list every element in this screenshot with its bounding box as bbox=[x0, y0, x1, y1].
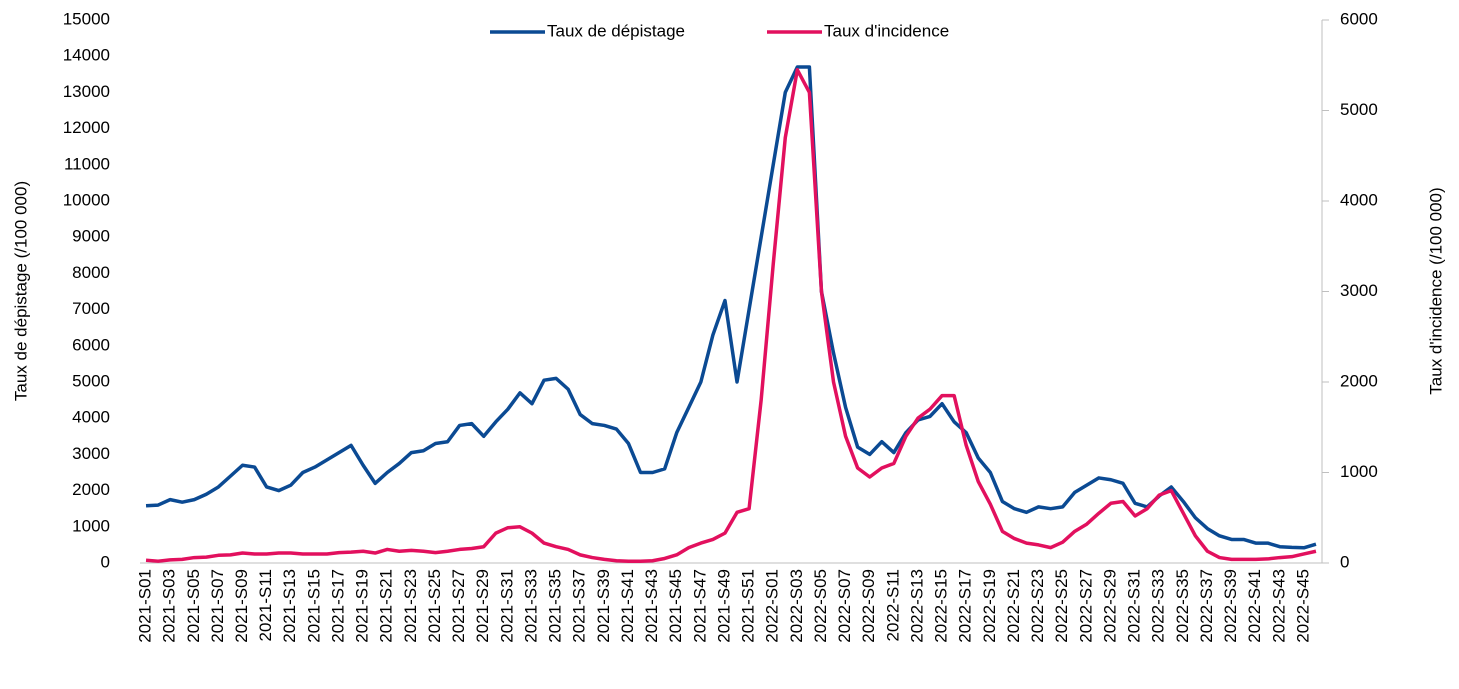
x-tick-label: 2022-S39 bbox=[1221, 569, 1240, 643]
x-tick-label: 2021-S43 bbox=[642, 569, 661, 643]
x-tick-label: 2022-S27 bbox=[1076, 569, 1095, 643]
x-tick-label: 2021-S49 bbox=[714, 569, 733, 643]
x-tick-label: 2022-S17 bbox=[956, 569, 975, 643]
x-tick-label: 2021-S37 bbox=[570, 569, 589, 643]
y-tick-label: 3000 bbox=[72, 444, 110, 463]
x-tick-label: 2021-S07 bbox=[208, 569, 227, 643]
y-tick-label: 15000 bbox=[63, 9, 110, 28]
y2-tick-label: 0 bbox=[1340, 552, 1349, 571]
y-tick-label: 1000 bbox=[72, 516, 110, 535]
x-tick-label: 2021-S51 bbox=[739, 569, 758, 643]
x-tick-label: 2021-S01 bbox=[136, 569, 155, 643]
x-tick-label: 2022-S11 bbox=[883, 569, 902, 641]
x-tick-label: 2021-S47 bbox=[690, 569, 709, 643]
y-tick-label: 8000 bbox=[72, 263, 110, 282]
y2-tick-label: 1000 bbox=[1340, 462, 1378, 481]
x-tick-label: 2021-S13 bbox=[280, 569, 299, 643]
y-tick-label: 2000 bbox=[72, 480, 110, 499]
y-tick-label: 7000 bbox=[72, 299, 110, 318]
x-tick-label: 2021-S15 bbox=[304, 569, 323, 643]
y2-axis-label: Taux d'incidence (/100 000) bbox=[1426, 187, 1445, 394]
x-tick-label: 2021-S03 bbox=[160, 569, 179, 643]
x-tick-label: 2022-S13 bbox=[907, 569, 926, 643]
x-tick-label: 2021-S05 bbox=[184, 569, 203, 643]
x-tick-label: 2021-S35 bbox=[546, 569, 565, 643]
y-axis-label: Taux de dépistage (/100 000) bbox=[11, 181, 30, 401]
x-tick-label: 2022-S01 bbox=[763, 569, 782, 643]
x-tick-label: 2021-S29 bbox=[473, 569, 492, 643]
x-tick-label: 2022-S31 bbox=[1125, 569, 1144, 643]
x-tick-label: 2022-S41 bbox=[1245, 569, 1264, 643]
x-tick-label: 2021-S41 bbox=[618, 569, 637, 643]
y-tick-label: 0 bbox=[101, 552, 110, 571]
x-tick-label: 2021-S31 bbox=[497, 569, 516, 643]
legend-label: Taux de dépistage bbox=[547, 21, 685, 40]
x-tick-label: 2021-S21 bbox=[377, 569, 396, 643]
x-tick-label: 2022-S21 bbox=[1004, 569, 1023, 643]
x-tick-label: 2022-S09 bbox=[859, 569, 878, 643]
y-tick-label: 13000 bbox=[63, 82, 110, 101]
x-tick-label: 2022-S43 bbox=[1269, 569, 1288, 643]
x-tick-label: 2021-S45 bbox=[666, 569, 685, 643]
x-tick-label: 2022-S37 bbox=[1197, 569, 1216, 643]
legend-label: Taux d'incidence bbox=[824, 21, 949, 40]
x-tick-label: 2021-S17 bbox=[328, 569, 347, 643]
x-tick-label: 2022-S07 bbox=[835, 569, 854, 643]
y2-tick-label: 5000 bbox=[1340, 100, 1378, 119]
y-tick-label: 14000 bbox=[63, 46, 110, 65]
y2-tick-label: 6000 bbox=[1340, 9, 1378, 28]
x-tick-label: 2021-S19 bbox=[353, 569, 372, 643]
y2-tick-label: 2000 bbox=[1340, 371, 1378, 390]
x-tick-label: 2022-S23 bbox=[1028, 569, 1047, 643]
x-tick-label: 2022-S25 bbox=[1052, 569, 1071, 643]
x-tick-label: 2022-S05 bbox=[811, 569, 830, 643]
x-tick-label: 2022-S15 bbox=[932, 569, 951, 643]
series-line bbox=[145, 68, 1317, 563]
x-tick-label: 2021-S25 bbox=[425, 569, 444, 643]
y-tick-label: 10000 bbox=[63, 190, 110, 209]
y2-tick-label: 4000 bbox=[1340, 190, 1378, 209]
series-line bbox=[145, 65, 1317, 550]
x-tick-label: 2021-S23 bbox=[401, 569, 420, 643]
x-tick-label: 2021-S09 bbox=[232, 569, 251, 643]
x-tick-label: 2021-S27 bbox=[449, 569, 468, 643]
x-tick-label: 2022-S45 bbox=[1293, 569, 1312, 643]
y2-tick-label: 3000 bbox=[1340, 281, 1378, 300]
x-tick-label: 2021-S39 bbox=[594, 569, 613, 643]
y-tick-label: 5000 bbox=[72, 371, 110, 390]
x-tick-label: 2022-S35 bbox=[1173, 569, 1192, 643]
x-tick-label: 2022-S03 bbox=[787, 569, 806, 643]
y-tick-label: 12000 bbox=[63, 118, 110, 137]
x-tick-label: 2022-S33 bbox=[1149, 569, 1168, 643]
x-tick-label: 2022-S19 bbox=[980, 569, 999, 643]
y-tick-label: 9000 bbox=[72, 227, 110, 246]
y-tick-label: 4000 bbox=[72, 408, 110, 427]
x-tick-label: 2021-S33 bbox=[521, 569, 540, 643]
x-tick-label: 2022-S29 bbox=[1100, 569, 1119, 643]
y-tick-label: 6000 bbox=[72, 335, 110, 354]
x-tick-label: 2021-S11 bbox=[256, 569, 275, 641]
y-tick-label: 11000 bbox=[64, 154, 110, 173]
